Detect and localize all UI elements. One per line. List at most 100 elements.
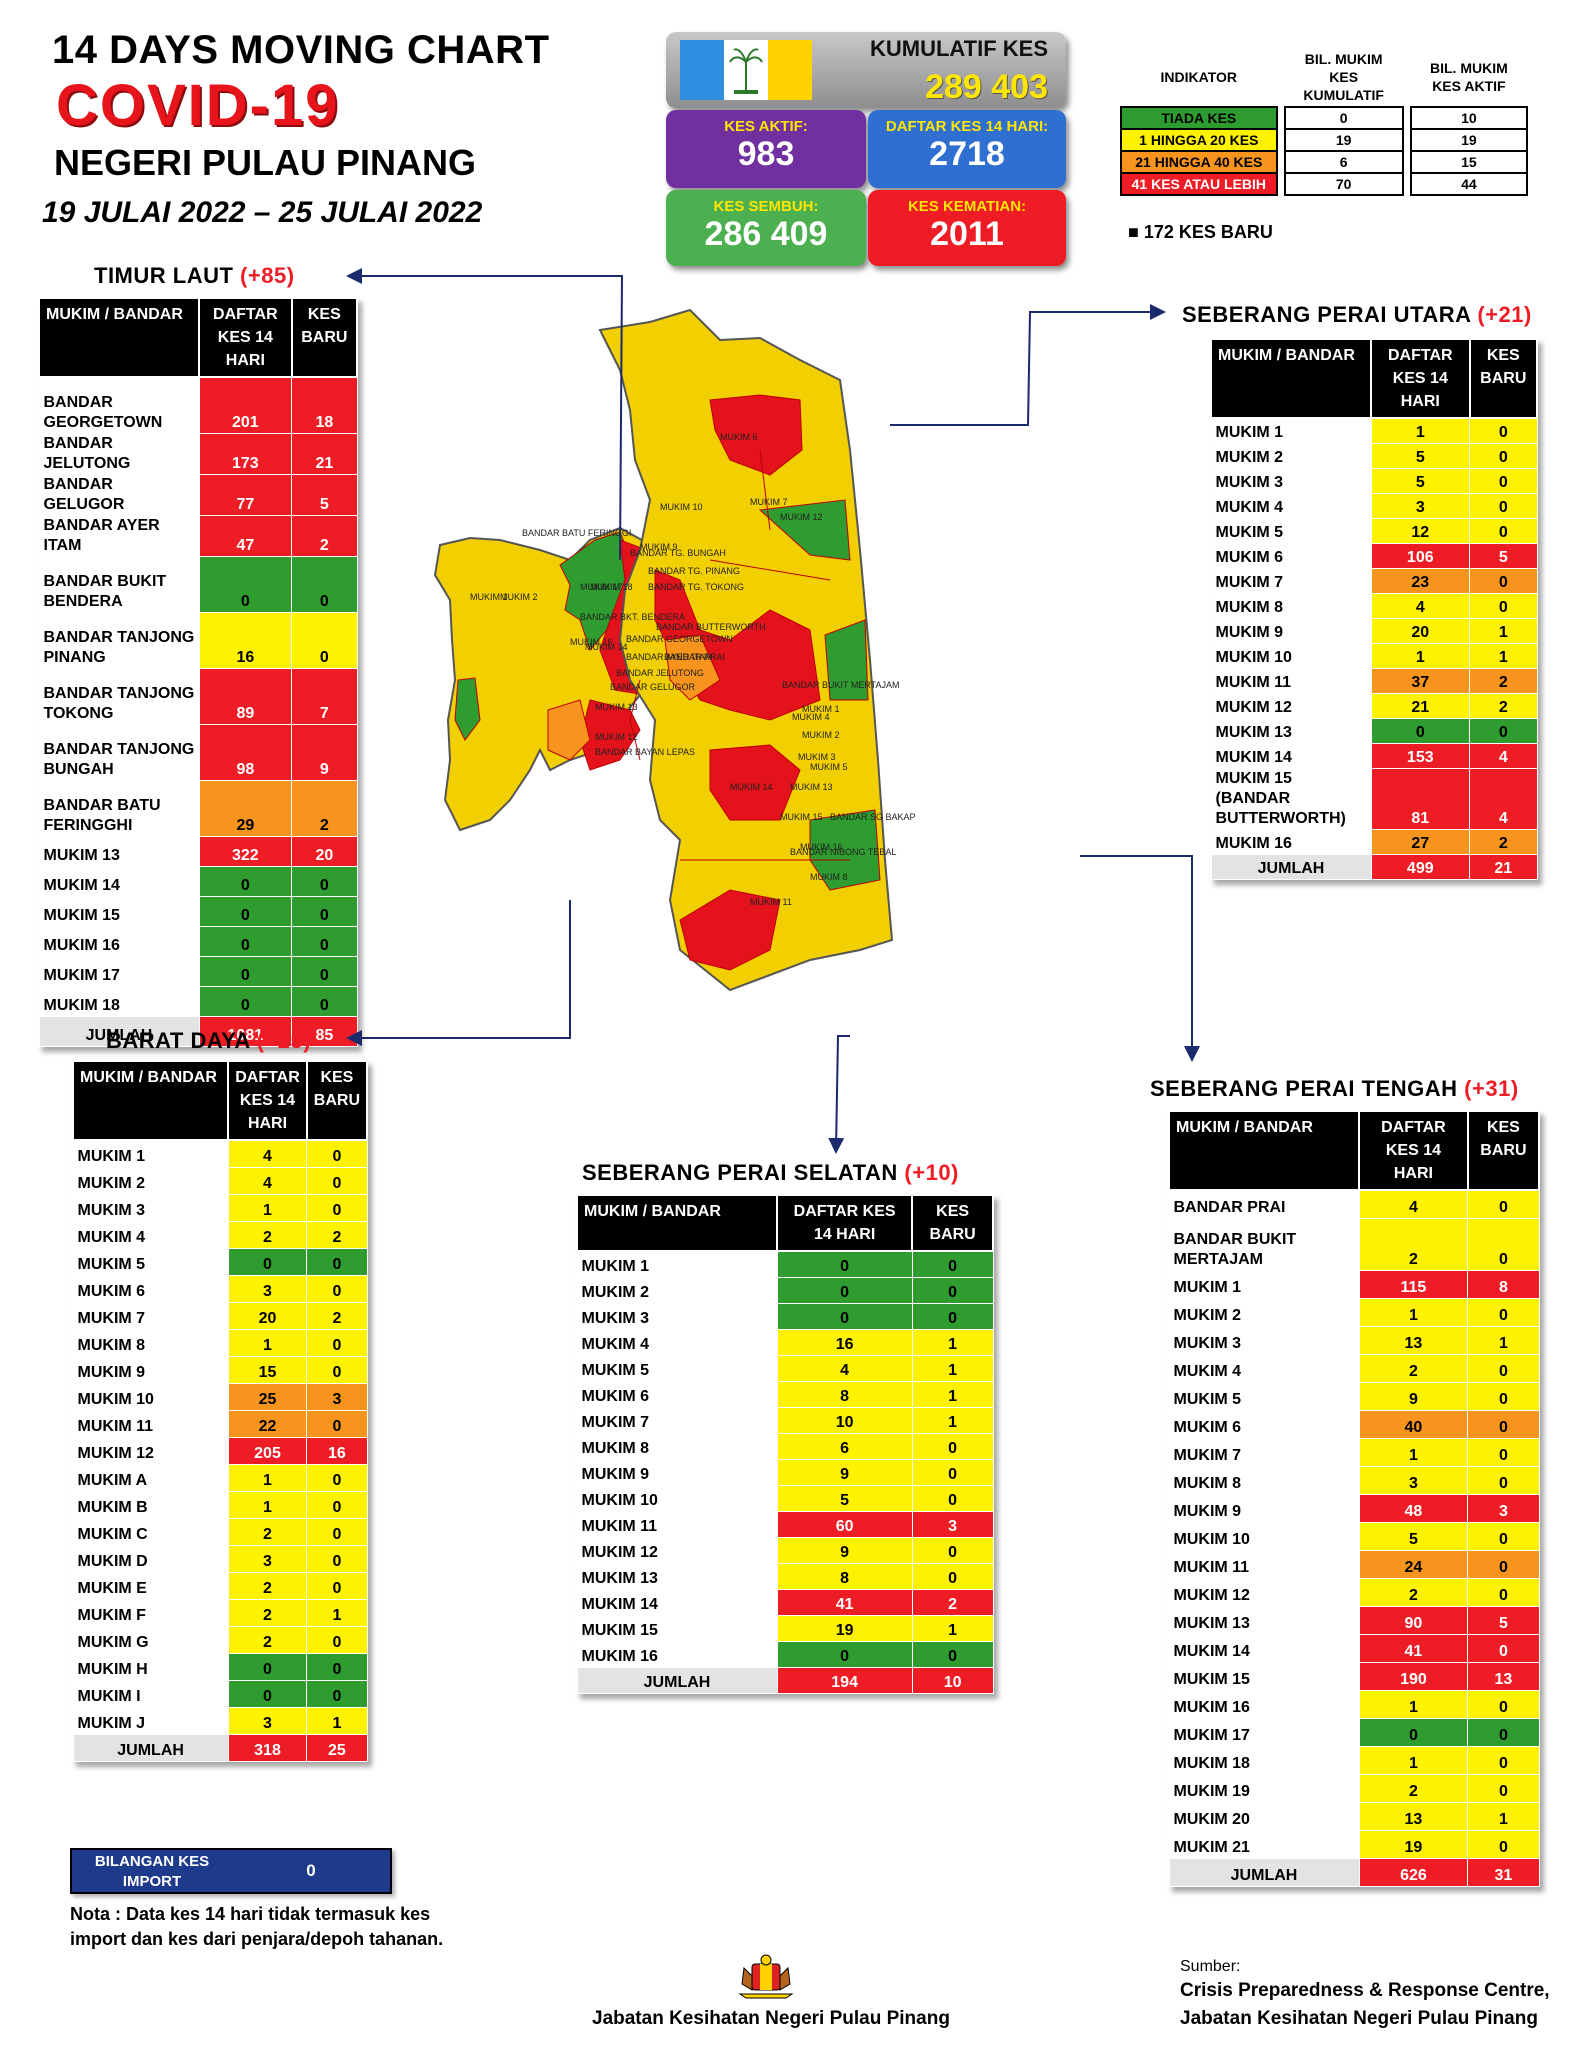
- spu-table: MUKIM / BANDAR DAFTAR KES 14 HARI KES BARU…: [1210, 338, 1539, 880]
- row-name: MUKIM 6: [1168, 1409, 1360, 1439]
- island-orange: [547, 699, 591, 761]
- col-header-mukim: MUKIM / BANDAR: [38, 297, 200, 378]
- row-name: BANDAR BUKIT BENDERA: [38, 555, 200, 613]
- row-name: MUKIM 3: [72, 1193, 229, 1222]
- penang-flag-icon: [680, 40, 812, 100]
- row-baru-value: 8: [1467, 1269, 1540, 1299]
- row-name: MUKIM 16: [1168, 1689, 1360, 1719]
- row-name: MUKIM 1: [1210, 417, 1372, 444]
- table-row: MUKIM 21 19 0: [1168, 1829, 1540, 1859]
- row-name: MUKIM 4: [576, 1328, 778, 1356]
- mainland-red-south: [709, 744, 801, 821]
- row-daftar-value: 60: [776, 1510, 913, 1538]
- indicator-row: TIADA KES 0 10: [1120, 106, 1529, 130]
- table-row: MUKIM 11 22 0: [72, 1409, 368, 1438]
- total-baru: 25: [306, 1733, 368, 1762]
- table-row: MUKIM 18 1 0: [1168, 1745, 1540, 1775]
- row-daftar-value: 37: [1370, 667, 1471, 694]
- row-name: MUKIM 12: [576, 1536, 778, 1564]
- row-baru-value: 4: [1469, 767, 1538, 830]
- row-baru-value: 0: [1467, 1297, 1540, 1327]
- map-label: MUKIM 10: [660, 502, 703, 512]
- footnote: Nota : Data kes 14 hari tidak termasuk k…: [70, 1904, 444, 1949]
- spt-title-text: SEBERANG PERAI TENGAH: [1150, 1076, 1458, 1101]
- chart-title-line1: 14 DAYS MOVING CHART: [52, 28, 550, 72]
- row-daftar-value: 6: [776, 1432, 913, 1460]
- row-name: MUKIM 11: [72, 1409, 229, 1438]
- row-baru-value: 0: [1469, 567, 1538, 594]
- row-name: MUKIM 2: [72, 1166, 229, 1195]
- table-row: BANDAR BATU FERINGGHI 29 2: [38, 779, 358, 837]
- table-row: BANDAR TANJONG TOKONG 89 7: [38, 667, 358, 725]
- table-row: MUKIM 11 24 0: [1168, 1549, 1540, 1579]
- row-baru-value: 0: [1467, 1437, 1540, 1467]
- row-daftar-value: 0: [198, 955, 293, 987]
- kes-aktif-value: 983: [737, 135, 795, 173]
- table-row: MUKIM 15 0 0: [38, 895, 358, 927]
- indicator-aktif-value: 15: [1409, 150, 1529, 174]
- map-label: MUKIM 8: [810, 872, 848, 882]
- row-daftar-value: 4: [1370, 592, 1471, 619]
- table-row: MUKIM 3 13 1: [1168, 1325, 1540, 1355]
- table-row: MUKIM 13 90 5: [1168, 1605, 1540, 1635]
- row-baru-value: 0: [1467, 1189, 1540, 1219]
- row-baru-value: 2: [1469, 667, 1538, 694]
- row-baru-value: 1: [306, 1706, 368, 1735]
- table-row: BANDAR JELUTONG 173 21: [38, 432, 358, 475]
- indicator-label: 1 HINGGA 20 KES: [1120, 128, 1278, 152]
- new-cases-legend: ■ 172 KES BARU: [1128, 222, 1273, 242]
- col-header-baru: KES BARU: [305, 1060, 369, 1141]
- table-row: MUKIM 6 40 0: [1168, 1409, 1540, 1439]
- row-baru-value: 2: [306, 1220, 368, 1249]
- table-row: MUKIM 9 15 0: [72, 1355, 368, 1384]
- row-daftar-value: 0: [776, 1640, 913, 1668]
- total-label: JUMLAH: [1210, 853, 1372, 880]
- row-daftar-value: 9: [776, 1536, 913, 1564]
- row-baru-value: 0: [291, 925, 358, 957]
- row-daftar-value: 20: [1370, 617, 1471, 644]
- table-row: MUKIM 16 27 2: [1210, 828, 1538, 855]
- row-baru-value: 0: [291, 611, 358, 669]
- total-daftar: 499: [1370, 853, 1471, 880]
- map-label: MUKIM 15: [780, 812, 823, 822]
- row-daftar-value: 0: [776, 1250, 913, 1278]
- map-label: MUKIM 3: [798, 752, 836, 762]
- row-baru-value: 0: [291, 955, 358, 987]
- row-name: MUKIM 16: [1210, 828, 1372, 855]
- total-label: JUMLAH: [38, 1015, 200, 1047]
- timur-laut-title: TIMUR LAUT (+85): [94, 263, 295, 289]
- row-baru-value: 0: [306, 1652, 368, 1681]
- kes-sembuh-box: KES SEMBUH: 286 409: [666, 190, 866, 266]
- row-daftar-value: 201: [198, 376, 293, 434]
- row-baru-value: 3: [911, 1510, 994, 1538]
- row-baru-value: 0: [1467, 1577, 1540, 1607]
- row-name: MUKIM 7: [72, 1301, 229, 1330]
- map-label: MUKIM 2: [802, 730, 840, 740]
- map-label: BANDAR JELUTONG: [616, 668, 704, 678]
- table-row: MUKIM 7 10 1: [576, 1406, 994, 1434]
- row-baru-value: 0: [1469, 417, 1538, 444]
- daftar-kes-value: 2718: [929, 135, 1005, 173]
- map-label: MUKIM 1: [470, 592, 508, 602]
- row-name: MUKIM 16: [576, 1640, 778, 1668]
- row-daftar-value: 20: [227, 1301, 308, 1330]
- kumulatif-value: 289 403: [925, 68, 1048, 106]
- indicator-aktif-value: 19: [1409, 128, 1529, 152]
- row-baru-value: 0: [911, 1536, 994, 1564]
- row-daftar-value: 1: [227, 1490, 308, 1519]
- row-daftar-value: 8: [776, 1380, 913, 1408]
- state-title: NEGERI PULAU PINANG: [54, 142, 477, 183]
- row-daftar-value: 2: [227, 1220, 308, 1249]
- map-label: MUKIM 9: [640, 542, 678, 552]
- kes-aktif-label: KES AKTIF:: [724, 118, 808, 135]
- row-name: MUKIM I: [72, 1679, 229, 1708]
- row-name: MUKIM C: [72, 1517, 229, 1546]
- row-name: MUKIM 9: [72, 1355, 229, 1384]
- row-daftar-value: 0: [198, 555, 293, 613]
- indicator-header-kumulatif: BIL. MUKIM KES KUMULATIF: [1303, 51, 1384, 103]
